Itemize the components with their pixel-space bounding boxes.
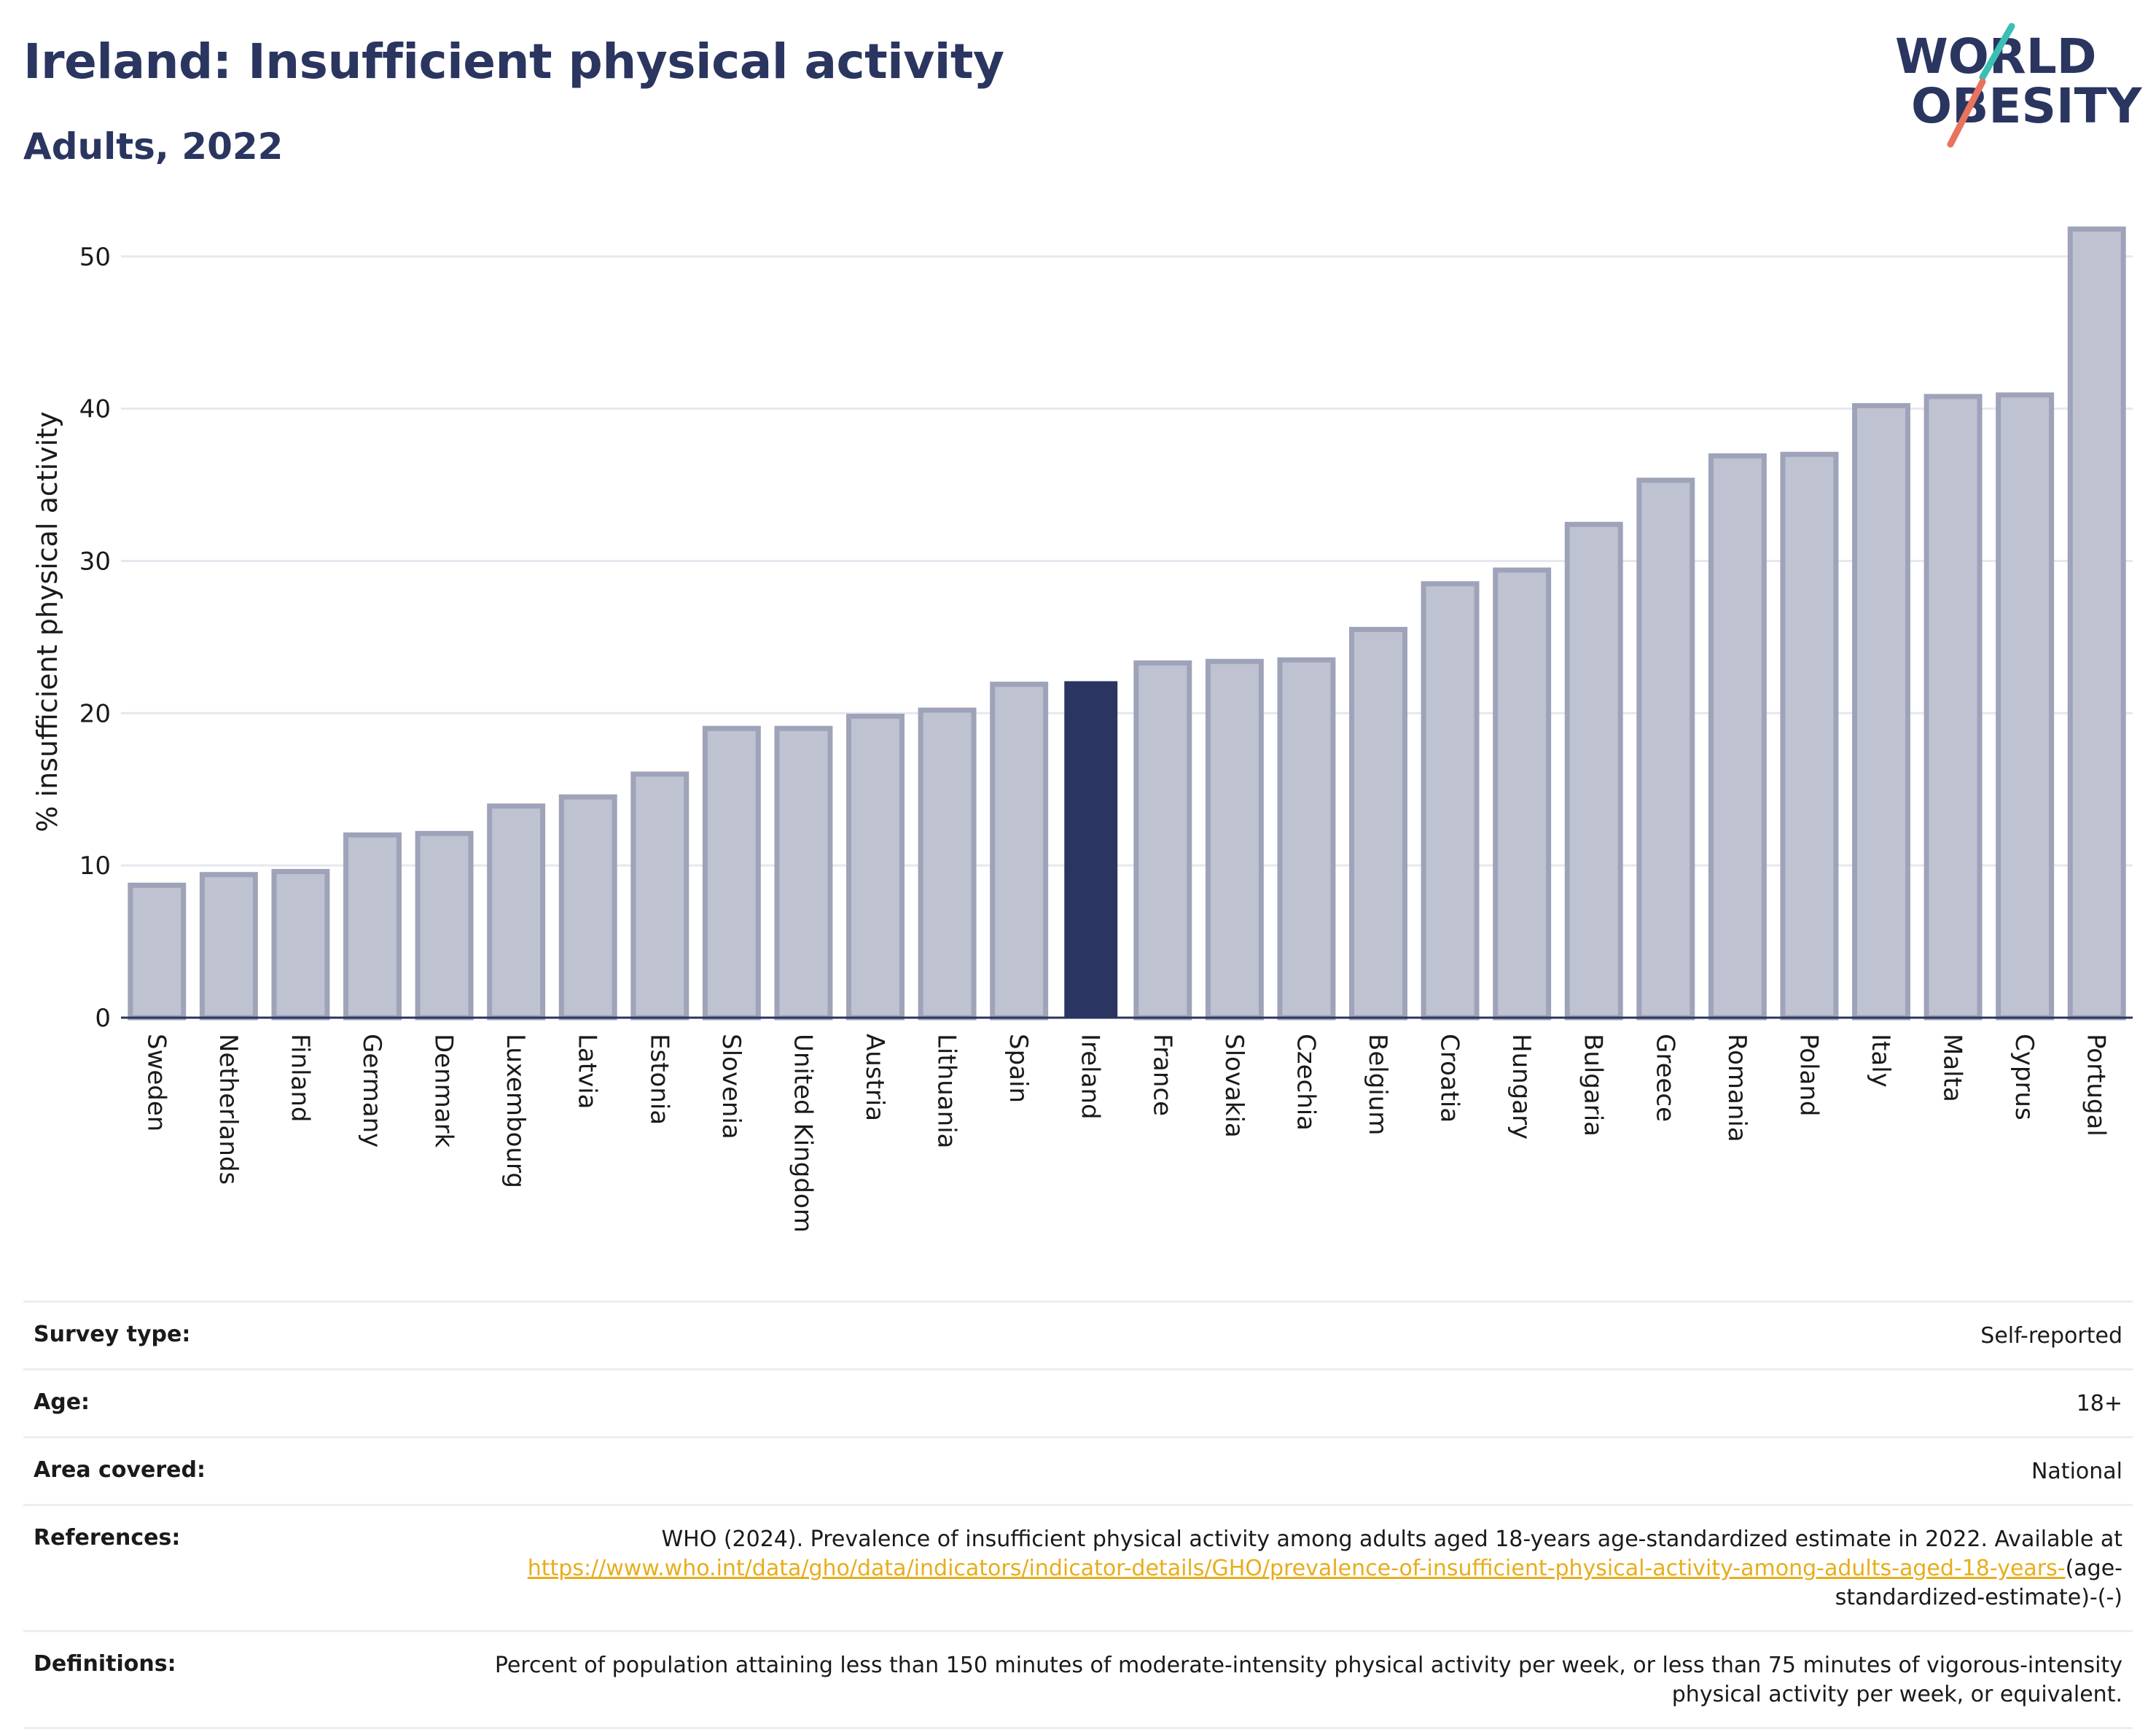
y-tick-label: 50 xyxy=(79,243,111,272)
bar-denmark xyxy=(415,830,474,1021)
bar-france xyxy=(1133,660,1192,1021)
logo-slash-teal xyxy=(1979,23,2015,81)
x-category-label: Estonia xyxy=(644,1034,673,1125)
logo-line2: OBESITY xyxy=(1911,78,2143,134)
survey-type-label: Survey type: xyxy=(34,1322,191,1347)
bar-malta xyxy=(1923,394,1983,1021)
x-category-label: Cyprus xyxy=(2009,1034,2039,1120)
x-category-label: Denmark xyxy=(429,1034,458,1148)
references-value: WHO (2024). Prevalence of insufficient p… xyxy=(423,1506,2133,1630)
y-tick-label: 20 xyxy=(79,699,111,728)
x-category-label: Latvia xyxy=(573,1034,602,1110)
x-category-label: Belgium xyxy=(1363,1034,1392,1135)
x-category-label: Lithuania xyxy=(932,1034,961,1148)
x-category-label: Italy xyxy=(1866,1034,1895,1088)
x-category-label: Slovenia xyxy=(716,1034,746,1139)
x-category-label: Hungary xyxy=(1507,1034,1536,1139)
bar-spain xyxy=(990,682,1049,1021)
bar-slovakia xyxy=(1205,658,1264,1021)
x-category-label: Germany xyxy=(357,1034,386,1147)
references-text: WHO (2024). Prevalence of insufficient p… xyxy=(661,1527,2122,1552)
area-covered-label: Area covered: xyxy=(34,1457,206,1483)
bar-czechia xyxy=(1277,657,1336,1021)
bar-united-kingdom xyxy=(774,725,833,1021)
bar-germany xyxy=(343,832,402,1021)
x-category-label: Croatia xyxy=(1435,1034,1464,1123)
bar-chart: 0 10 20 30 40 50 Sweden Netherlands Finland Germ… xyxy=(0,182,2156,1276)
meta-row-definitions: Definitions: Percent of population attai… xyxy=(23,1630,2133,1729)
bar-lithuania xyxy=(918,707,977,1021)
bar-finland xyxy=(271,869,330,1021)
x-category-label: Austria xyxy=(860,1034,889,1121)
x-category-label: Sweden xyxy=(141,1034,171,1131)
definitions-label: Definitions: xyxy=(34,1651,176,1677)
age-value: 18+ xyxy=(2076,1391,2122,1416)
x-category-label: Greece xyxy=(1650,1034,1679,1122)
bar-cyprus xyxy=(1996,392,2055,1021)
bar-hungary xyxy=(1493,567,1552,1021)
x-category-labels: Sweden Netherlands Finland Germany Denmark Lu… xyxy=(141,1034,2110,1233)
x-category-label: France xyxy=(1147,1034,1176,1116)
bar-austria xyxy=(846,713,905,1021)
world-obesity-logo: WORLD OBESITY xyxy=(1895,23,2143,148)
x-category-label: Malta xyxy=(1938,1034,1967,1102)
meta-row-age: Age: 18+ xyxy=(23,1368,2133,1436)
bar-bulgaria xyxy=(1564,521,1623,1021)
x-category-label: Romania xyxy=(1722,1034,1751,1142)
logo-slash-coral xyxy=(1947,78,1986,148)
bar-romania xyxy=(1708,453,1767,1021)
meta-row-area: Area covered: National xyxy=(23,1436,2133,1504)
x-category-label: Slovakia xyxy=(1219,1034,1249,1138)
y-tick-label: 40 xyxy=(79,395,111,424)
definitions-value: Percent of population attaining less tha… xyxy=(494,1653,2122,1707)
x-category-label: Spain xyxy=(1004,1034,1033,1103)
x-category-label: Poland xyxy=(1794,1034,1823,1117)
area-covered-value: National xyxy=(2031,1459,2122,1484)
bar-croatia xyxy=(1421,581,1480,1021)
bar-netherlands xyxy=(199,872,258,1021)
meta-row-references: References: WHO (2024). Prevalence of in… xyxy=(23,1504,2133,1630)
y-tick-label: 30 xyxy=(79,547,111,576)
bars xyxy=(128,226,2126,1021)
age-label: Age: xyxy=(34,1389,90,1415)
y-tick-label: 10 xyxy=(79,851,111,881)
bar-ireland xyxy=(1064,681,1118,1018)
bar-luxembourg xyxy=(487,803,546,1021)
bar-slovenia xyxy=(702,725,761,1021)
bar-greece xyxy=(1636,477,1695,1021)
x-category-label: Luxembourg xyxy=(501,1034,530,1188)
x-category-label: Finland xyxy=(285,1034,314,1123)
y-ticks: 0 10 20 30 40 50 xyxy=(79,243,111,1033)
x-category-label: Ireland xyxy=(1076,1034,1105,1120)
bar-latvia xyxy=(558,794,617,1021)
chart-title: Ireland: Insufficient physical activity xyxy=(23,34,1004,90)
x-category-label: United Kingdom xyxy=(788,1034,817,1233)
references-suffix: (age-standardized-estimate)-(-) xyxy=(1835,1556,2122,1610)
bar-poland xyxy=(1780,451,1839,1021)
references-label: References: xyxy=(34,1525,181,1551)
bar-italy xyxy=(1852,402,1910,1021)
bar-chart-svg: 0 10 20 30 40 50 Sweden Netherlands Finland Germ… xyxy=(31,226,2133,1233)
y-axis-label: % insufficient physical activity xyxy=(31,411,63,832)
bar-sweden xyxy=(128,882,187,1021)
references-link[interactable]: https://www.who.int/data/gho/data/indica… xyxy=(527,1556,2066,1581)
survey-type-value: Self-reported xyxy=(1980,1323,2122,1349)
x-category-label: Bulgaria xyxy=(1579,1034,1608,1136)
chart-subtitle: Adults, 2022 xyxy=(23,125,284,168)
bar-belgium xyxy=(1349,626,1407,1021)
bar-estonia xyxy=(630,771,690,1021)
x-category-label: Netherlands xyxy=(214,1034,243,1185)
y-tick-label: 0 xyxy=(95,1004,111,1033)
x-category-label: Portugal xyxy=(2082,1034,2111,1136)
bar-portugal xyxy=(2067,226,2126,1021)
meta-row-survey-type: Survey type: Self-reported xyxy=(23,1301,2133,1368)
x-category-label: Czechia xyxy=(1291,1034,1320,1131)
metadata-table: Survey type: Self-reported Age: 18+ Area… xyxy=(23,1301,2133,1729)
